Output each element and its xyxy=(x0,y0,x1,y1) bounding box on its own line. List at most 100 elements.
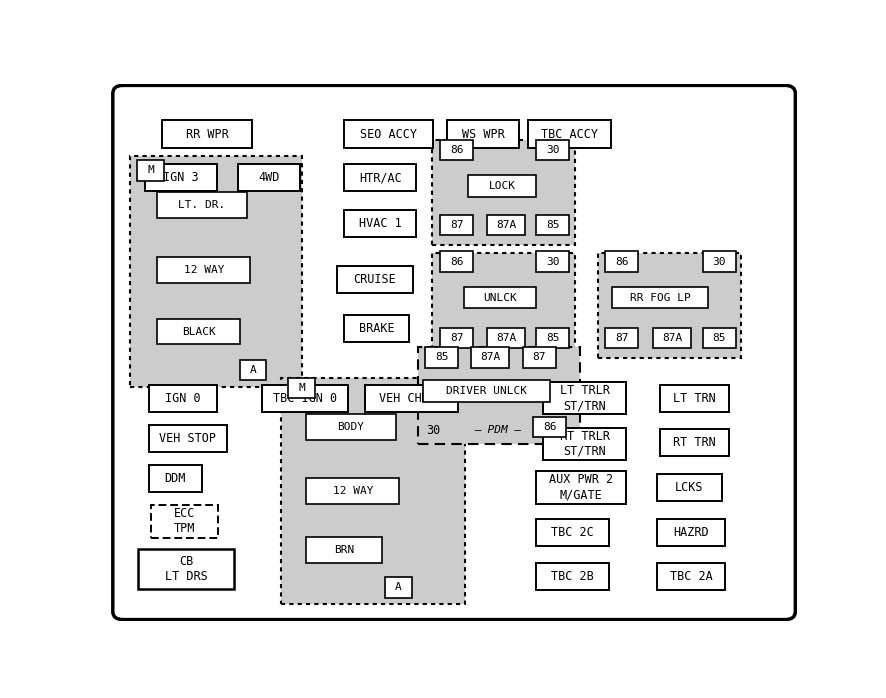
Bar xyxy=(385,577,411,597)
Text: IGN 3: IGN 3 xyxy=(163,171,199,184)
Bar xyxy=(653,328,691,348)
Text: RR FOG LP: RR FOG LP xyxy=(630,292,690,303)
Bar xyxy=(237,164,299,191)
Text: 87A: 87A xyxy=(480,352,501,362)
Bar xyxy=(536,563,609,590)
Text: M: M xyxy=(299,383,305,393)
Bar xyxy=(440,215,473,235)
Bar xyxy=(440,251,473,272)
Bar xyxy=(344,120,433,148)
Text: SEO ACCY: SEO ACCY xyxy=(361,128,417,141)
Text: LCKS: LCKS xyxy=(675,481,703,494)
Text: 85: 85 xyxy=(435,352,448,362)
Text: RR WPR: RR WPR xyxy=(185,128,229,141)
Text: 87A: 87A xyxy=(496,333,516,343)
Text: DDM: DDM xyxy=(165,473,186,485)
Text: 85: 85 xyxy=(546,333,560,343)
Bar xyxy=(307,478,399,504)
Text: 86: 86 xyxy=(543,422,556,432)
Bar xyxy=(605,251,638,272)
Text: – PDM –: – PDM – xyxy=(475,425,522,436)
Text: AUX PWR 2
M/GATE: AUX PWR 2 M/GATE xyxy=(549,473,613,501)
Bar xyxy=(536,251,570,272)
Text: 30: 30 xyxy=(546,257,560,267)
Bar xyxy=(307,537,382,563)
Bar xyxy=(136,160,164,181)
Text: TBC 2A: TBC 2A xyxy=(670,570,712,583)
Text: 85: 85 xyxy=(546,220,560,230)
Bar xyxy=(149,385,217,412)
Text: ECC
TPM: ECC TPM xyxy=(174,507,195,535)
Text: 86: 86 xyxy=(450,145,463,155)
Bar xyxy=(145,164,217,191)
Text: 86: 86 xyxy=(450,257,463,267)
Bar xyxy=(703,328,735,348)
Bar xyxy=(425,347,458,368)
Bar xyxy=(536,470,626,504)
Text: 87A: 87A xyxy=(662,333,682,343)
Text: RT TRLR
ST/TRN: RT TRLR ST/TRN xyxy=(560,430,610,458)
Text: TBC IGN 0: TBC IGN 0 xyxy=(273,392,337,405)
Text: VEH STOP: VEH STOP xyxy=(159,432,216,445)
Bar xyxy=(158,193,246,218)
Bar xyxy=(158,318,240,344)
Bar xyxy=(528,120,610,148)
Text: LT TRLR
ST/TRN: LT TRLR ST/TRN xyxy=(560,384,610,413)
Bar xyxy=(471,347,509,368)
Text: 85: 85 xyxy=(712,333,726,343)
Bar xyxy=(487,215,525,235)
Bar xyxy=(464,287,536,309)
Text: 12 WAY: 12 WAY xyxy=(332,486,373,496)
Bar xyxy=(536,215,570,235)
Bar xyxy=(612,287,708,309)
Bar xyxy=(281,378,465,604)
Bar xyxy=(240,360,266,380)
Text: 30: 30 xyxy=(546,145,560,155)
Text: A: A xyxy=(250,365,256,376)
Bar xyxy=(418,347,579,444)
Bar xyxy=(657,474,722,501)
FancyBboxPatch shape xyxy=(113,85,796,620)
Bar xyxy=(149,425,228,452)
Bar xyxy=(365,385,457,412)
Bar xyxy=(344,315,409,342)
Text: 30: 30 xyxy=(712,257,726,267)
Bar xyxy=(447,120,519,148)
Text: IGN 0: IGN 0 xyxy=(165,392,200,405)
Bar xyxy=(703,251,735,272)
Text: HAZRD: HAZRD xyxy=(673,526,709,539)
Bar xyxy=(344,164,416,191)
Bar xyxy=(543,428,626,460)
Text: VEH CHMSL: VEH CHMSL xyxy=(379,392,443,405)
Bar xyxy=(598,253,741,358)
Bar xyxy=(344,210,416,237)
Text: LT TRN: LT TRN xyxy=(673,392,716,405)
Text: M: M xyxy=(147,165,154,175)
Text: 87: 87 xyxy=(450,333,463,343)
Bar xyxy=(307,414,396,440)
Text: 4WD: 4WD xyxy=(258,171,279,184)
Bar xyxy=(523,347,556,368)
Text: CB
LT DRS: CB LT DRS xyxy=(165,555,207,583)
Text: BRN: BRN xyxy=(334,545,354,556)
Text: 12 WAY: 12 WAY xyxy=(183,265,224,275)
Bar xyxy=(605,328,638,348)
Bar xyxy=(536,140,570,160)
Bar xyxy=(536,328,570,348)
Bar xyxy=(660,429,728,456)
Bar xyxy=(262,385,347,412)
Text: A: A xyxy=(395,582,402,593)
Bar xyxy=(660,385,728,412)
Bar xyxy=(158,257,250,283)
Bar xyxy=(162,120,252,148)
Text: UNLCK: UNLCK xyxy=(484,292,517,303)
Text: TBC 2C: TBC 2C xyxy=(551,526,594,539)
Bar xyxy=(533,417,566,438)
Bar xyxy=(536,519,609,546)
Text: BODY: BODY xyxy=(338,422,364,431)
Text: 87A: 87A xyxy=(496,220,516,230)
Text: HTR/AC: HTR/AC xyxy=(359,171,401,184)
Text: WS WPR: WS WPR xyxy=(462,128,505,141)
Text: RT TRN: RT TRN xyxy=(673,436,716,449)
Text: TBC ACCY: TBC ACCY xyxy=(541,128,598,141)
